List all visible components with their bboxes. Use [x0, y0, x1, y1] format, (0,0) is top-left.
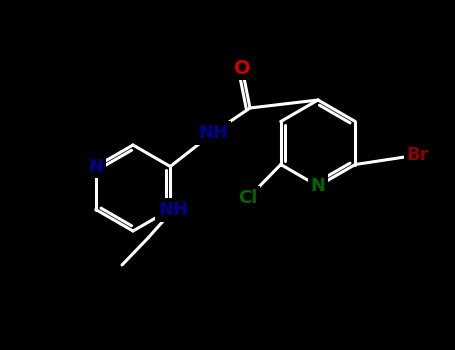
Text: NH: NH [158, 201, 188, 219]
Text: N: N [310, 177, 325, 195]
Text: N: N [88, 158, 103, 175]
Text: NH: NH [198, 124, 228, 142]
Text: Cl: Cl [238, 189, 258, 207]
Text: Br: Br [407, 146, 429, 164]
Text: O: O [234, 58, 250, 77]
